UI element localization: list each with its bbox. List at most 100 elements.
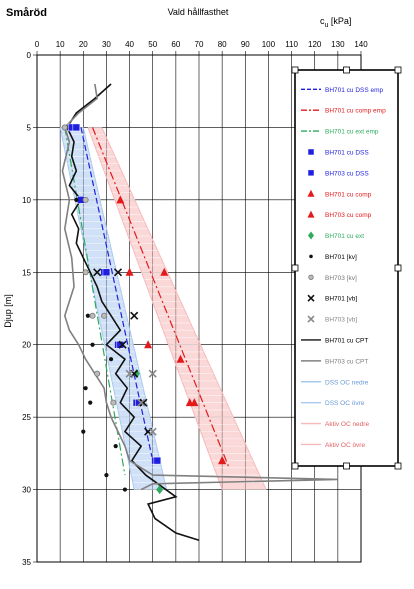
- y-tick-label: 0: [27, 51, 32, 60]
- legend-item: BH701 cu ext emp: [301, 129, 379, 136]
- legend-handle[interactable]: [291, 66, 299, 74]
- series-line: [66, 83, 200, 542]
- x-marker: [307, 315, 315, 323]
- legend-handle[interactable]: [291, 462, 299, 470]
- legend-label: BH703 cu CPT: [325, 358, 368, 365]
- legend-handle[interactable]: [394, 264, 402, 272]
- triangle-marker: [144, 340, 153, 349]
- triangle-marker: [160, 267, 169, 276]
- x-marker-stroke: [307, 294, 315, 302]
- legend-handle[interactable]: [394, 462, 402, 470]
- legend-item: Aktiv OC nedre: [301, 421, 369, 428]
- band-upper-line: [101, 127, 267, 490]
- x-marker-stroke: [113, 268, 123, 277]
- circle-marker: [94, 370, 101, 377]
- x-axis-label-main: c: [320, 16, 325, 26]
- x-tick-label: 140: [354, 40, 368, 49]
- diamond-marker: [156, 485, 164, 495]
- marker-layer: [61, 123, 227, 495]
- legend-label: BH701 cu comp: [325, 191, 372, 198]
- x-marker-stroke: [125, 369, 134, 378]
- x-marker: [113, 268, 123, 277]
- y-tick-label: 15: [22, 268, 31, 277]
- triangle-marker: [125, 267, 134, 276]
- square-marker: [307, 148, 315, 156]
- circle-marker: [82, 269, 89, 276]
- x-marker-stroke: [93, 268, 102, 277]
- legend-handle[interactable]: [343, 66, 350, 74]
- x-marker: [137, 398, 146, 407]
- circle-marker: [61, 124, 68, 131]
- dot-marker: [83, 386, 88, 391]
- series-line: [91, 127, 230, 469]
- x-marker: [118, 340, 127, 349]
- series-line: [64, 127, 126, 476]
- legend-label: BH701 cu CPT: [325, 337, 368, 344]
- x-marker: [148, 369, 157, 378]
- chart-title: Vald hållfasthet: [168, 7, 229, 17]
- diamond-marker: [308, 231, 314, 240]
- x-marker: [139, 398, 148, 407]
- triangle-marker: [190, 398, 199, 407]
- x-axis-label-unit: [kPa]: [328, 16, 351, 26]
- dot-marker: [108, 357, 114, 362]
- x-tick-label: 70: [195, 40, 204, 49]
- x-marker-stroke: [137, 398, 146, 407]
- dot-marker: [309, 254, 313, 259]
- legend-label: BH701 cu ext emp: [325, 129, 379, 136]
- x-tick-label: 20: [79, 40, 88, 49]
- x-marker-stroke: [307, 315, 315, 323]
- x-tick-label: 50: [148, 40, 157, 49]
- legend-item: BH701 cu ext: [308, 231, 364, 240]
- x-tick-label: 80: [218, 40, 227, 49]
- legend-item: BH701 cu comp emp: [301, 108, 386, 115]
- legend-label: BH701 [vb]: [325, 296, 357, 303]
- circle-marker: [101, 312, 108, 319]
- y-tick-label: 5: [27, 123, 32, 132]
- band-layer: [59, 127, 267, 490]
- y-tick-label: 10: [22, 196, 31, 205]
- triangle-marker: [307, 210, 315, 218]
- x-tick-label: 10: [56, 40, 65, 49]
- legend-label: Aktiv OC nedre: [325, 421, 369, 428]
- series-line: [61, 83, 338, 491]
- x-marker-stroke: [118, 340, 127, 349]
- legend-label: BH703 [vb]: [325, 317, 357, 324]
- legend-handle[interactable]: [343, 462, 350, 470]
- legend-item: BH701 cu DSS: [307, 148, 369, 156]
- x-tick-label: 40: [125, 40, 134, 49]
- legend-label: BH701 cu ext: [325, 233, 364, 240]
- legend-label: BH701 cu comp emp: [325, 108, 386, 115]
- legend-label: Aktiv OC övre: [325, 442, 365, 449]
- x-tick-label: 110: [285, 40, 298, 49]
- x-tick-label: 0: [35, 40, 40, 49]
- y-tick-label: 35: [22, 558, 31, 567]
- legend-item: BH703 [vb]: [307, 315, 357, 324]
- x-marker: [148, 427, 157, 436]
- dot-marker: [85, 313, 91, 318]
- dot-marker: [113, 444, 118, 449]
- x-marker-stroke: [148, 427, 157, 436]
- dot-marker: [90, 342, 95, 347]
- legend-item: BH701 [kv]: [309, 254, 357, 261]
- legend-handle[interactable]: [291, 264, 299, 272]
- x-marker: [307, 294, 315, 302]
- legend-item: Aktiv OC övre: [301, 442, 365, 449]
- x-marker-stroke: [130, 311, 139, 320]
- x-tick-label: 120: [308, 40, 322, 49]
- x-tick-label: 90: [241, 40, 250, 49]
- legend-item: BH703 cu DSS: [307, 169, 369, 177]
- legend-label: DSS OC nedre: [325, 379, 369, 386]
- triangle-marker: [218, 456, 227, 465]
- square-marker: [72, 123, 81, 132]
- legend-label: BH701 cu DSS: [325, 149, 369, 156]
- circle-marker: [110, 399, 117, 406]
- x-axis-label: cu [kPa]: [320, 16, 351, 29]
- legend-handle[interactable]: [394, 66, 402, 74]
- legend-item: BH701 cu comp: [307, 189, 372, 198]
- y-axis-label: Djup [m]: [3, 294, 13, 328]
- circle-marker: [308, 274, 314, 280]
- legend-item: BH701 cu CPT: [301, 337, 368, 344]
- legend-label: BH703 cu DSS: [325, 170, 369, 177]
